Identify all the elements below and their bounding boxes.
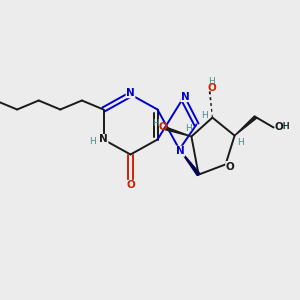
Text: O: O	[207, 82, 216, 93]
Text: O: O	[126, 180, 135, 190]
Polygon shape	[165, 127, 191, 136]
Polygon shape	[179, 149, 200, 176]
Text: N: N	[99, 134, 108, 145]
Text: N: N	[181, 92, 190, 102]
Text: O: O	[226, 161, 235, 172]
Text: H: H	[208, 76, 215, 85]
Text: N: N	[126, 88, 135, 98]
Text: H: H	[237, 138, 243, 147]
Text: H: H	[185, 124, 192, 133]
Text: O: O	[159, 122, 168, 132]
Text: H: H	[89, 136, 95, 146]
Text: N: N	[176, 146, 185, 156]
Text: H: H	[152, 118, 158, 127]
Text: H: H	[283, 122, 290, 131]
Text: H: H	[201, 111, 207, 120]
Polygon shape	[235, 116, 256, 136]
Text: H: H	[281, 122, 288, 131]
Text: O: O	[274, 122, 283, 132]
